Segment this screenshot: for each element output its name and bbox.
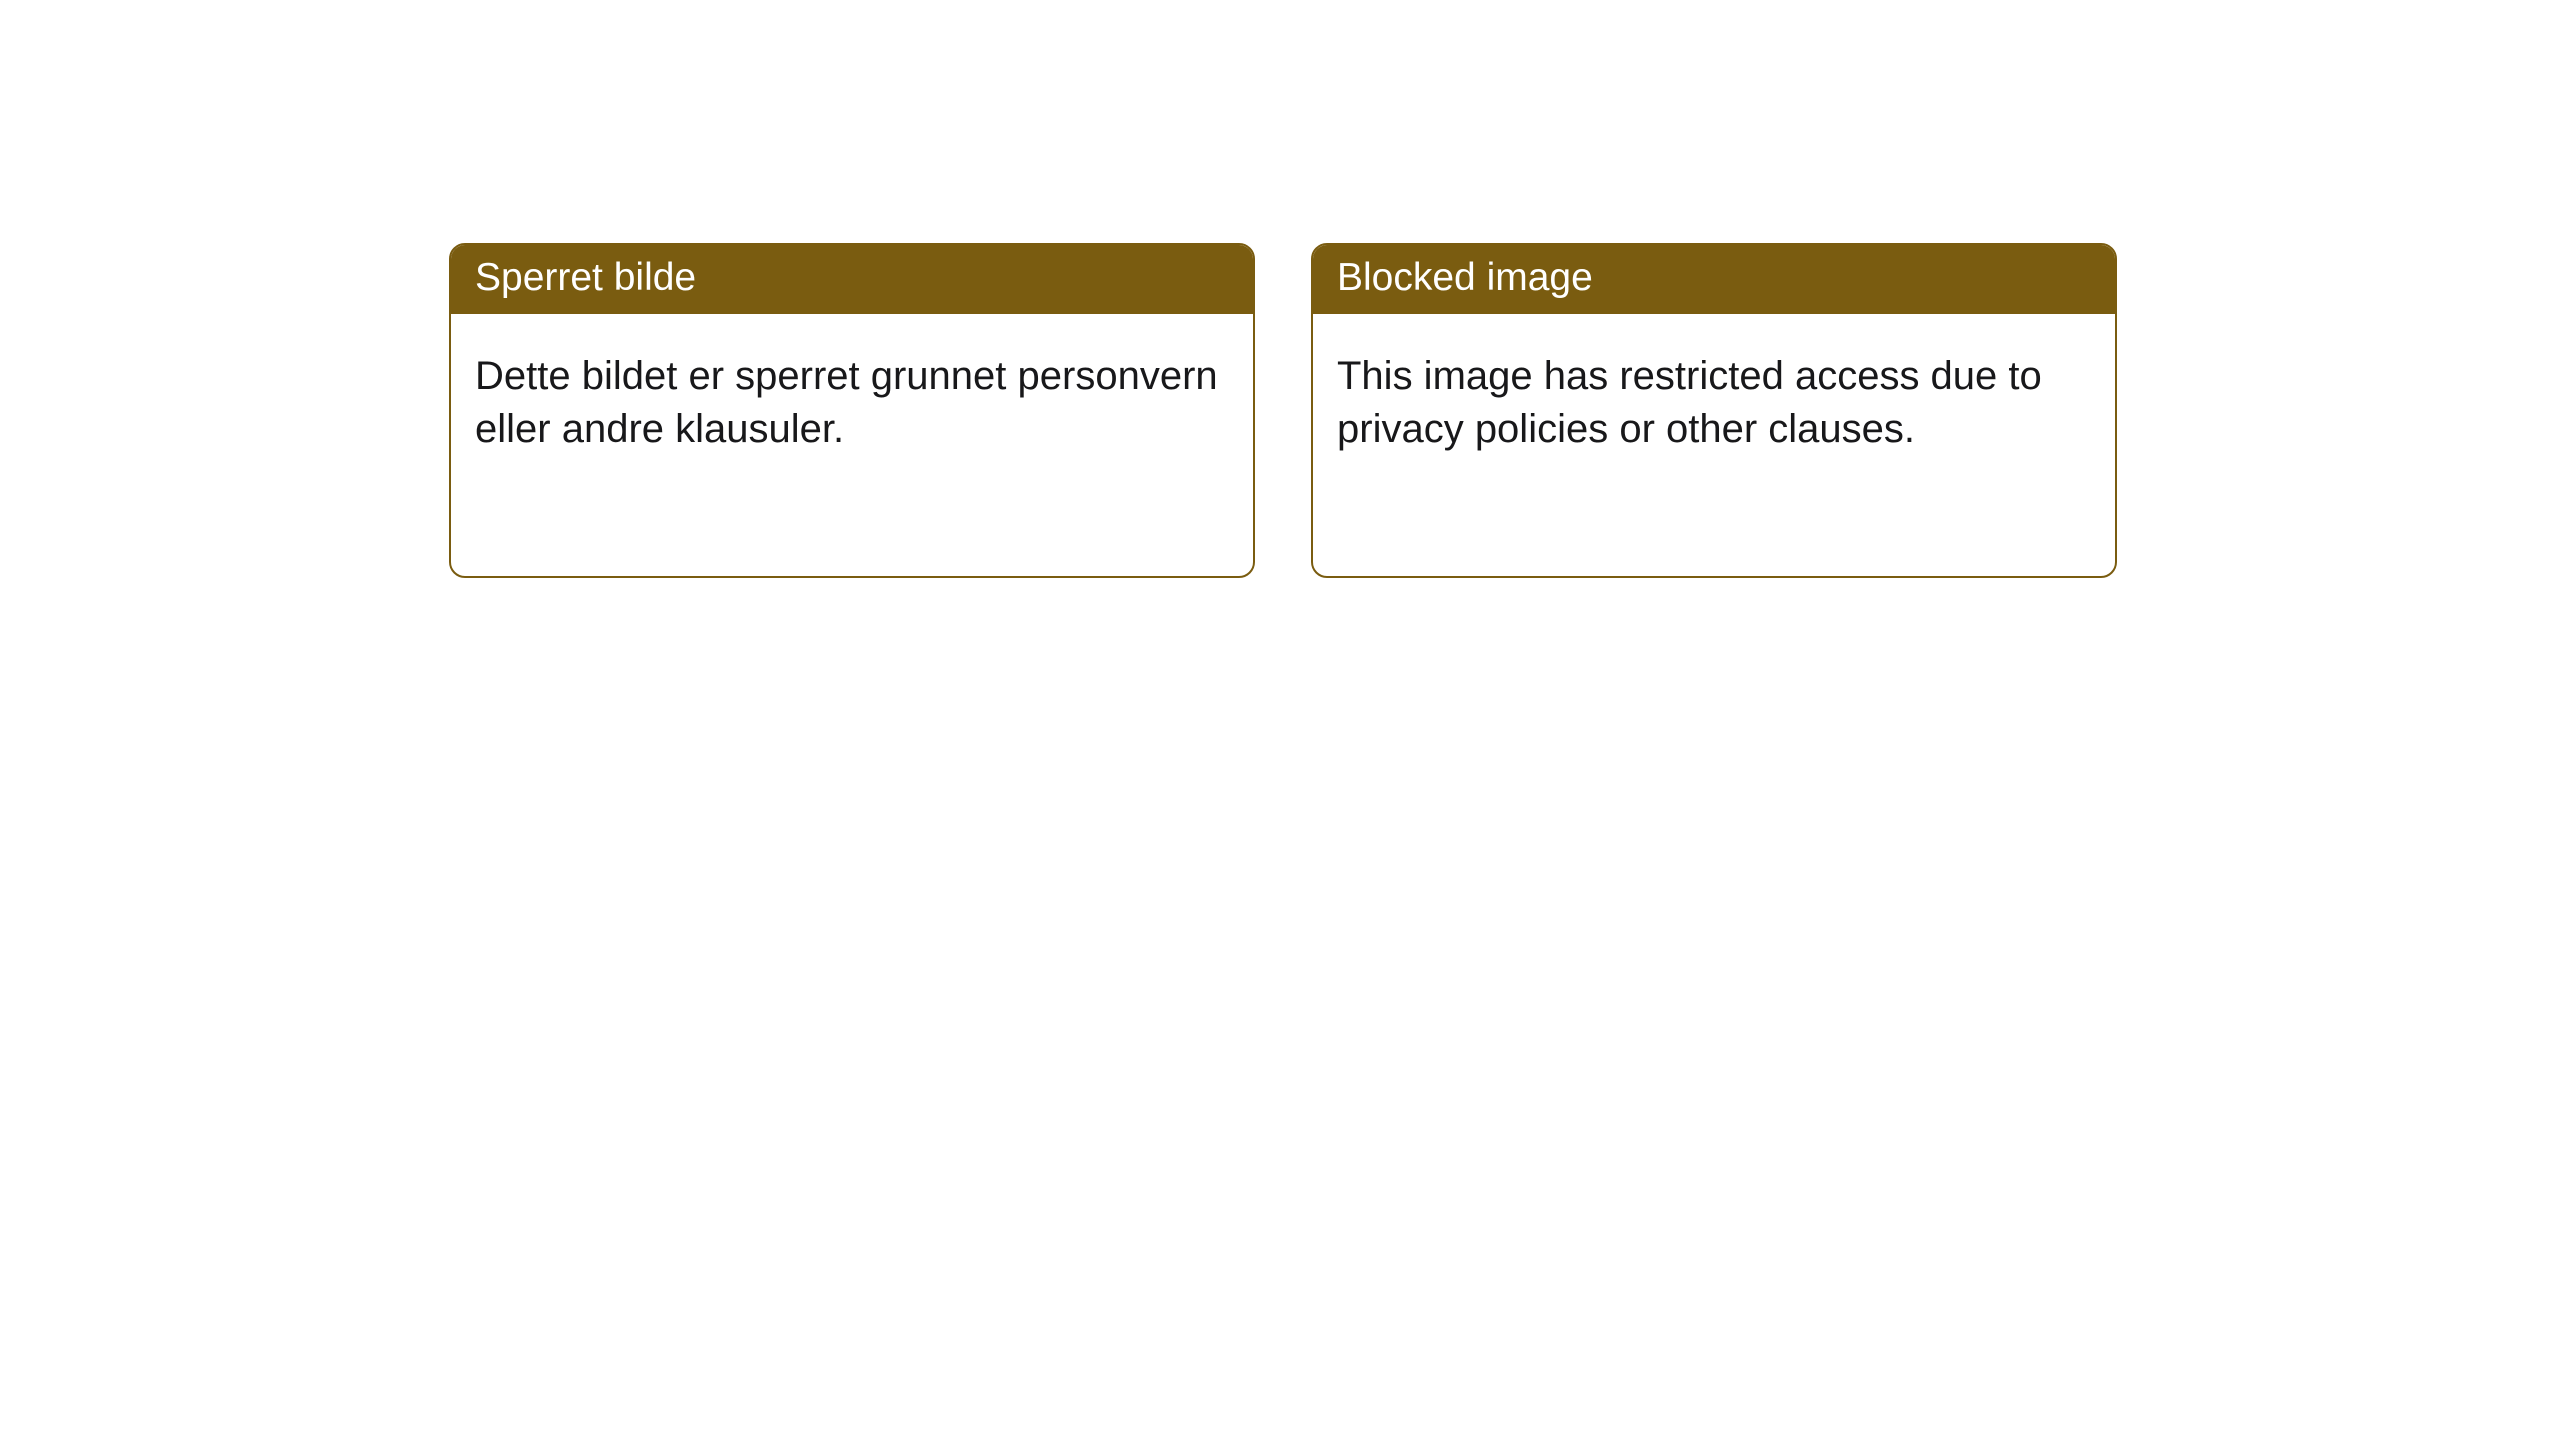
- notice-body-text: This image has restricted access due to …: [1337, 354, 2042, 451]
- notice-title: Blocked image: [1337, 256, 1593, 299]
- notice-card-english: Blocked image This image has restricted …: [1311, 243, 2117, 578]
- notice-card-norwegian: Sperret bilde Dette bildet er sperret gr…: [449, 243, 1255, 578]
- notice-body: Dette bildet er sperret grunnet personve…: [451, 314, 1253, 480]
- notice-title: Sperret bilde: [475, 256, 696, 299]
- notice-body-text: Dette bildet er sperret grunnet personve…: [475, 354, 1218, 451]
- notice-body: This image has restricted access due to …: [1313, 314, 2115, 480]
- notice-header: Blocked image: [1313, 245, 2115, 314]
- notices-container: Sperret bilde Dette bildet er sperret gr…: [0, 0, 2560, 578]
- notice-header: Sperret bilde: [451, 245, 1253, 314]
